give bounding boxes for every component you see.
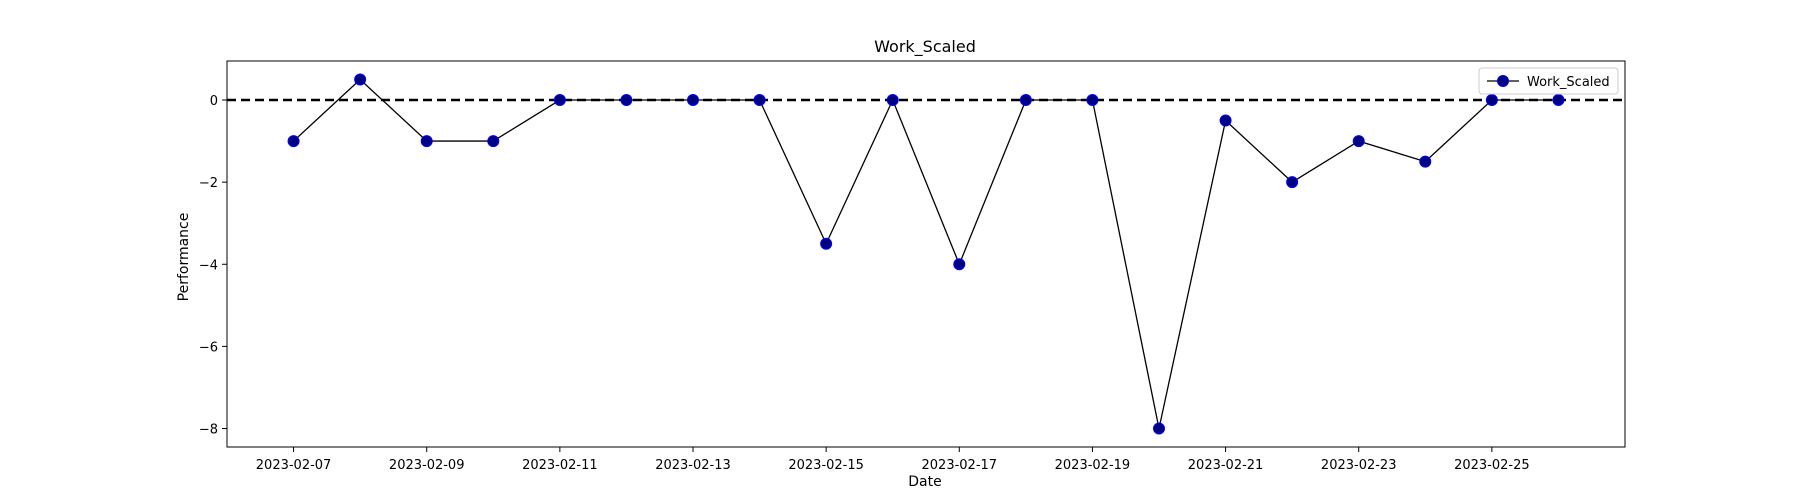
series-line bbox=[293, 78, 1559, 429]
x-tick-label: 2023-02-21 bbox=[1188, 458, 1264, 473]
data-point bbox=[1419, 155, 1432, 168]
legend: Work_Scaled bbox=[1478, 67, 1619, 95]
x-axis-ticks: 2023-02-07 2023-02-09 2023-02-11 2023-02-13… bbox=[256, 447, 1530, 473]
data-point bbox=[354, 73, 367, 86]
data-point bbox=[287, 135, 300, 148]
x-tick-label: 2023-02-19 bbox=[1055, 458, 1131, 473]
y-axis-ticks: 0 −2 −4 −6 −8 bbox=[199, 94, 227, 438]
x-axis-label: Date bbox=[908, 474, 941, 490]
data-point bbox=[1286, 176, 1299, 189]
data-point bbox=[886, 94, 899, 107]
x-tick-label: 2023-02-09 bbox=[389, 458, 465, 473]
data-point bbox=[1153, 422, 1165, 435]
data-point bbox=[1019, 94, 1032, 107]
x-tick-label: 2023-02-23 bbox=[1321, 458, 1397, 473]
data-point bbox=[620, 94, 633, 107]
y-tick-label: −8 bbox=[199, 423, 218, 438]
data-point bbox=[753, 94, 766, 107]
data-point bbox=[1485, 94, 1498, 107]
data-point bbox=[1219, 114, 1232, 127]
y-tick-label: −2 bbox=[199, 176, 218, 191]
legend-marker bbox=[1497, 75, 1509, 87]
data-point bbox=[487, 135, 500, 148]
series-group bbox=[287, 73, 1565, 435]
x-tick-label: 2023-02-17 bbox=[922, 458, 998, 473]
plot-frame bbox=[226, 60, 1626, 448]
x-tick-label: 2023-02-07 bbox=[256, 458, 332, 473]
data-point bbox=[687, 94, 699, 107]
data-point bbox=[1086, 94, 1099, 107]
data-point bbox=[553, 94, 566, 107]
legend-box bbox=[1478, 67, 1619, 95]
x-tick-label: 2023-02-15 bbox=[788, 458, 864, 473]
data-point bbox=[1352, 135, 1365, 148]
y-tick-label: −6 bbox=[199, 340, 218, 355]
y-axis-label: Performance bbox=[176, 213, 192, 302]
x-tick-label: 2023-02-13 bbox=[655, 458, 731, 473]
data-point bbox=[953, 258, 966, 271]
legend-entry-work-scaled: Work_Scaled bbox=[1527, 75, 1610, 90]
data-point bbox=[420, 135, 433, 148]
x-tick-label: 2023-02-11 bbox=[522, 458, 598, 473]
y-tick-label: −4 bbox=[199, 258, 218, 273]
data-point bbox=[820, 237, 833, 250]
data-point bbox=[1552, 94, 1565, 107]
y-tick-label: 0 bbox=[210, 94, 218, 109]
chart-title: Work_Scaled bbox=[874, 37, 976, 57]
x-tick-label: 2023-02-25 bbox=[1454, 458, 1530, 473]
